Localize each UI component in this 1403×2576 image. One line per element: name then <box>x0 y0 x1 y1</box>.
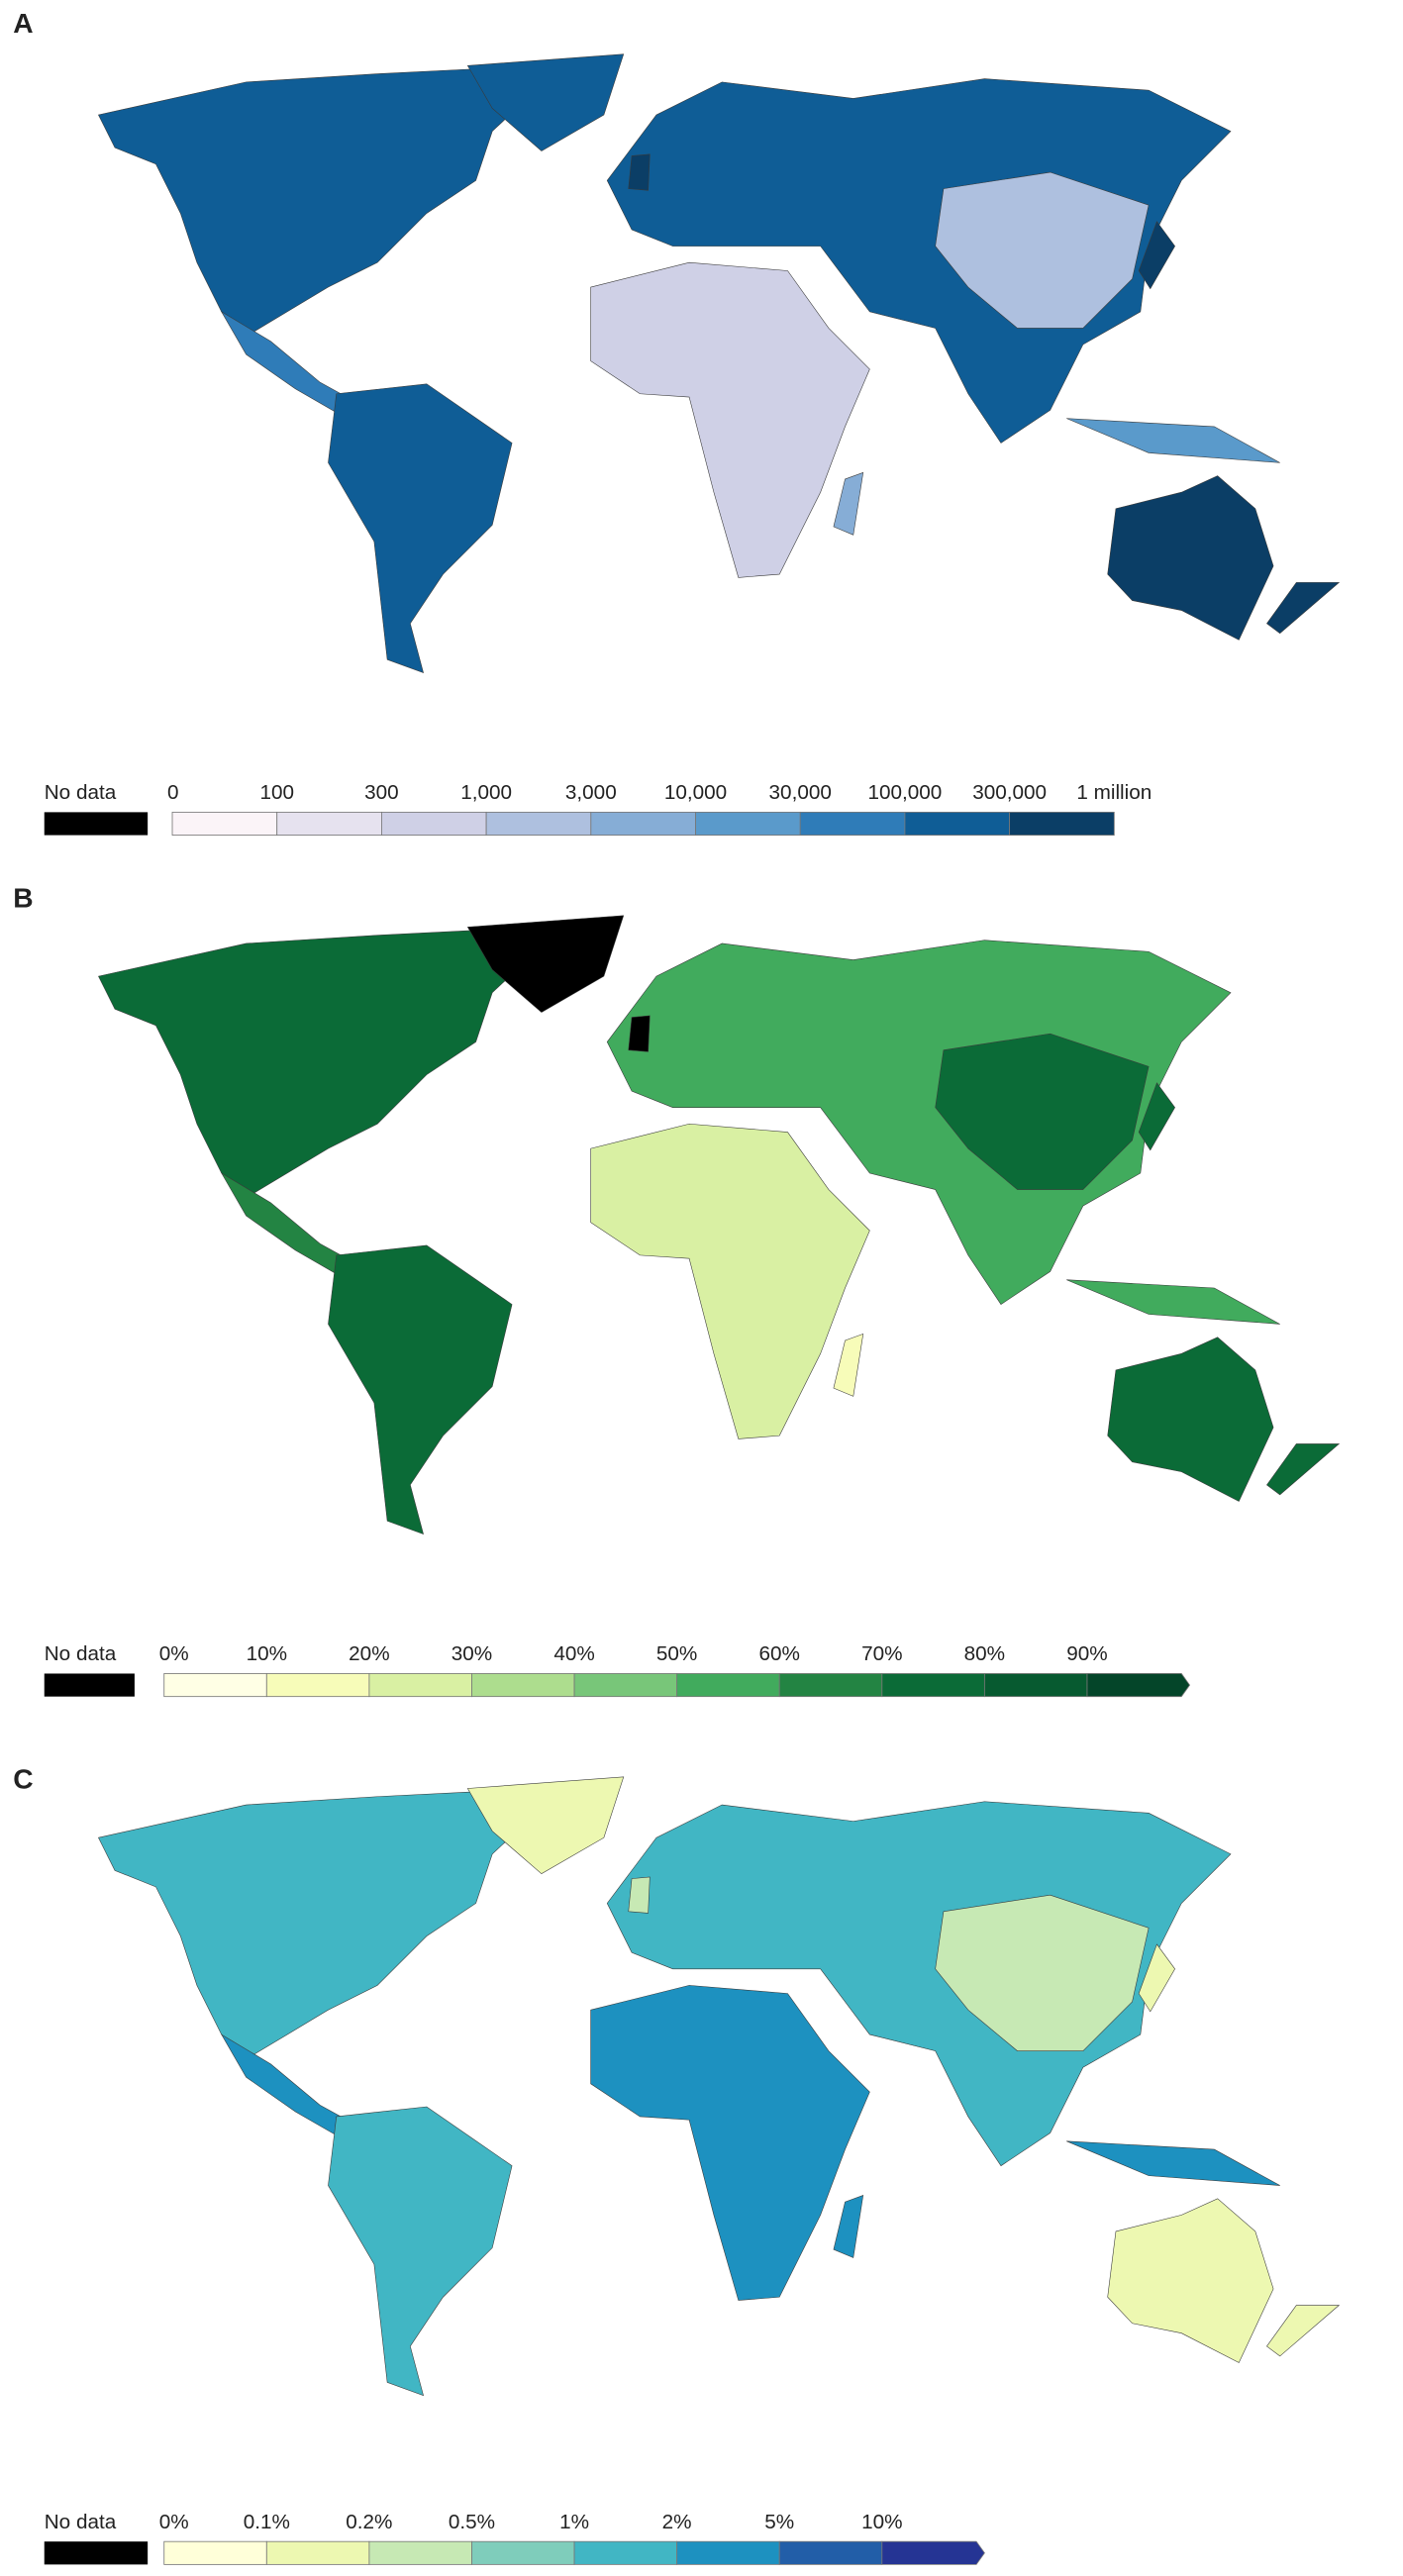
region <box>833 1333 864 1398</box>
region <box>97 929 543 1199</box>
legend-swatch <box>368 2540 472 2565</box>
region <box>627 1876 651 1915</box>
legend-tick-label: 80% <box>964 1642 1005 1665</box>
region <box>1106 2197 1274 2364</box>
legend-tick-label: 60% <box>759 1642 800 1665</box>
legend-swatch <box>163 1673 267 1698</box>
no-data-swatch <box>44 2541 149 2565</box>
legend-tick-label: 90% <box>1066 1642 1107 1665</box>
region <box>589 1984 871 2302</box>
region <box>220 2033 354 2137</box>
legend-tick-label: 100 <box>259 781 294 804</box>
legend-tick-label: 0% <box>159 2511 189 2533</box>
legend-tick-label: 10% <box>861 2511 902 2533</box>
region <box>589 261 871 579</box>
region <box>1265 581 1341 635</box>
legend-swatch <box>904 811 1011 836</box>
legend-tick-label: 2% <box>662 2511 692 2533</box>
legend-swatch <box>276 811 382 836</box>
legend-swatch <box>368 1673 472 1698</box>
region <box>833 2194 864 2259</box>
region <box>833 471 864 537</box>
region <box>220 311 354 415</box>
region <box>1265 2304 1341 2357</box>
region <box>466 1776 625 1875</box>
legend-tick-label: 1% <box>559 2511 589 2533</box>
region <box>466 914 625 1014</box>
legend-swatch <box>1086 1673 1191 1698</box>
region <box>1106 1336 1274 1503</box>
region <box>327 382 513 674</box>
legend-swatch <box>471 1673 575 1698</box>
legend-tick-label: 10,000 <box>664 781 727 804</box>
region <box>327 2106 513 2397</box>
region <box>220 1172 354 1276</box>
no-data-label: No data <box>45 1642 117 1665</box>
legend-swatch <box>778 1673 883 1698</box>
map-a <box>97 52 1341 674</box>
legend-tick-label: 0% <box>159 1642 189 1665</box>
no-data-swatch <box>44 812 149 836</box>
no-data-label: No data <box>45 2511 117 2533</box>
region <box>589 1123 871 1440</box>
region <box>1065 417 1281 464</box>
legend-tick-label: 0 <box>167 781 179 804</box>
legend-tick-label: 5% <box>764 2511 794 2533</box>
legend-tick-label: 50% <box>656 1642 697 1665</box>
legend-swatch <box>573 1673 678 1698</box>
map-b <box>97 914 1341 1536</box>
region <box>97 67 543 338</box>
legend-swatch <box>799 811 906 836</box>
legend-swatch <box>171 811 278 836</box>
legend-tick-label: 20% <box>349 1642 389 1665</box>
legend-swatch <box>471 2540 575 2565</box>
legend-swatch <box>163 2540 267 2565</box>
legend-tick-label: 0.1% <box>244 2511 290 2533</box>
legend-swatch <box>265 2540 370 2565</box>
panel-label: C <box>13 1762 33 1794</box>
legend-tick-label: 10% <box>247 1642 287 1665</box>
region <box>466 52 625 152</box>
legend-tick-label: 0.2% <box>346 2511 392 2533</box>
no-data-swatch <box>44 1673 135 1697</box>
panel-label: B <box>13 882 33 914</box>
legend-swatch <box>983 1673 1088 1698</box>
legend-tick-label: 70% <box>861 1642 902 1665</box>
legend-tick-label: 1,000 <box>460 781 512 804</box>
region <box>1065 2139 1281 2187</box>
legend-tick-label: 100,000 <box>867 781 942 804</box>
legend-swatch <box>881 2540 985 2565</box>
region <box>627 152 651 192</box>
legend-swatch <box>381 811 487 836</box>
legend-swatch <box>695 811 801 836</box>
legend-swatch <box>676 2540 780 2565</box>
legend-swatch <box>590 811 696 836</box>
region <box>327 1244 513 1536</box>
legend-swatch <box>778 2540 883 2565</box>
legend-tick-label: 300,000 <box>972 781 1047 804</box>
panel-label: A <box>13 7 33 39</box>
region <box>627 1015 651 1053</box>
legend-tick-label: 300 <box>364 781 399 804</box>
legend-swatch <box>485 811 592 836</box>
legend-swatch <box>676 1673 780 1698</box>
region <box>97 1790 543 2060</box>
no-data-label: No data <box>45 781 117 804</box>
legend-swatch <box>881 1673 985 1698</box>
legend-tick-label: 0.5% <box>449 2511 495 2533</box>
legend-swatch <box>573 2540 678 2565</box>
legend-tick-label: 3,000 <box>565 781 617 804</box>
legend-tick-label: 30,000 <box>769 781 832 804</box>
legend-swatch <box>265 1673 370 1698</box>
map-c <box>97 1776 1341 2397</box>
region <box>1265 1442 1341 1496</box>
region <box>1065 1278 1281 1326</box>
region <box>1106 474 1274 642</box>
legend-tick-label: 30% <box>451 1642 492 1665</box>
legend-swatch <box>1009 811 1115 836</box>
legend-tick-label: 40% <box>553 1642 594 1665</box>
legend-tick-label: 1 million <box>1076 781 1152 804</box>
